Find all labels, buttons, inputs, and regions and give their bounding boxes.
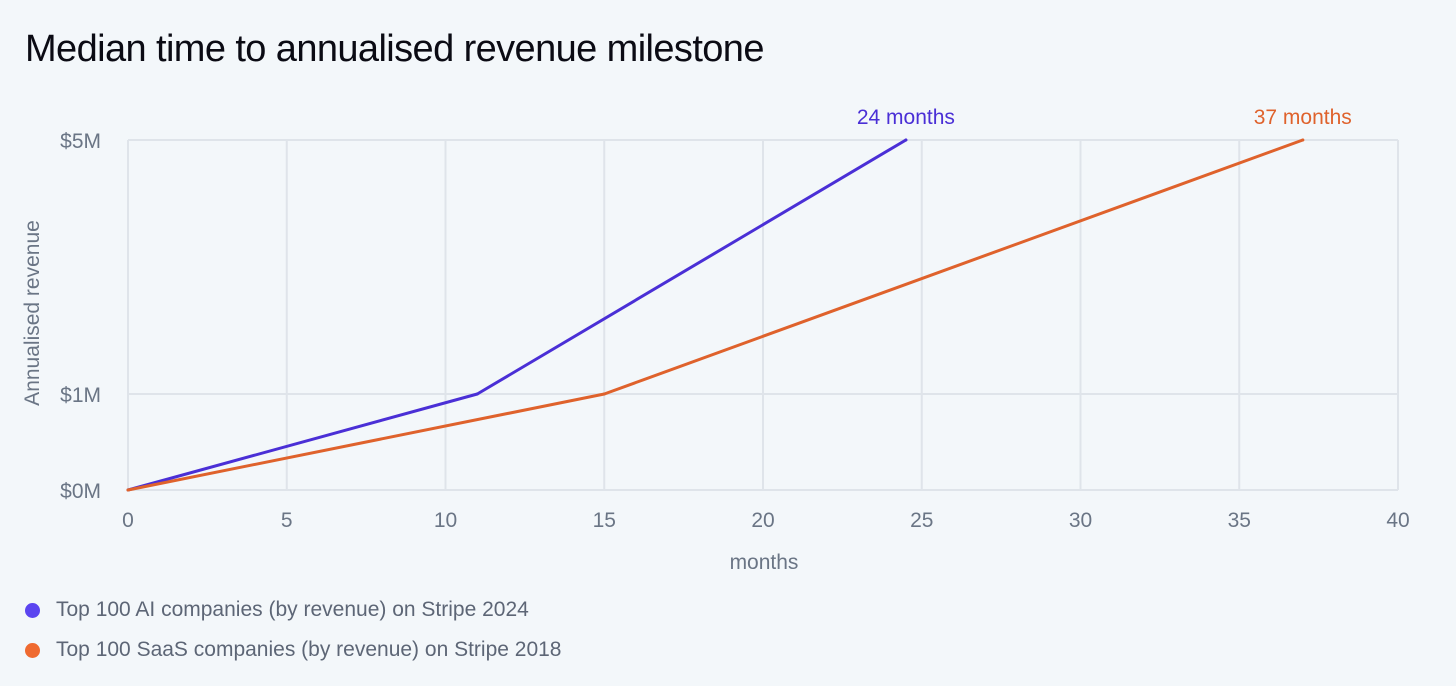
end-label-0: 24 months (857, 106, 955, 129)
series-line-1 (126, 138, 1305, 492)
x-tick-label: 35 (1228, 509, 1251, 532)
legend-label-ai: Top 100 AI companies (by revenue) on Str… (56, 598, 529, 621)
series-line-0 (126, 138, 908, 492)
end-label-1: 37 months (1254, 106, 1352, 129)
y-axis-title: Annualised revenue (21, 220, 44, 406)
legend: Top 100 AI companies (by revenue) on Str… (25, 590, 562, 670)
x-tick-label: 5 (281, 509, 293, 532)
chart-title: Median time to annualised revenue milest… (25, 28, 764, 70)
x-tick-label: 40 (1386, 509, 1409, 532)
x-tick-label: 0 (122, 509, 134, 532)
series-point-0-1 (475, 392, 479, 396)
y-tick-label: $1M (60, 384, 101, 407)
axis-layer: 0 5 10 15 20 25 30 35 40 $0M $1M $5M months Annualise… (21, 130, 1410, 574)
x-tick-label: 15 (593, 509, 616, 532)
series-point-1-1 (602, 392, 606, 396)
y-tick-label: $5M (60, 130, 101, 153)
series-layer (126, 138, 1305, 492)
x-tick-label: 10 (434, 509, 457, 532)
label-layer: 24 months 37 months (857, 106, 1352, 129)
legend-swatch-ai (25, 602, 40, 618)
series-point-1-2 (1301, 138, 1305, 142)
x-tick-label: 30 (1069, 509, 1092, 532)
series-point-1-0 (126, 488, 130, 492)
legend-label-saas: Top 100 SaaS companies (by revenue) on S… (56, 638, 562, 661)
y-tick-label: $0M (60, 480, 101, 503)
x-axis-title: months (730, 551, 799, 574)
legend-item-saas: Top 100 SaaS companies (by revenue) on S… (25, 630, 562, 670)
x-tick-label: 20 (751, 509, 774, 532)
legend-swatch-saas (25, 642, 40, 658)
grid-layer (127, 139, 1399, 491)
x-tick-label: 25 (910, 509, 933, 532)
legend-item-ai: Top 100 AI companies (by revenue) on Str… (25, 590, 562, 630)
series-point-0-2 (904, 138, 908, 142)
